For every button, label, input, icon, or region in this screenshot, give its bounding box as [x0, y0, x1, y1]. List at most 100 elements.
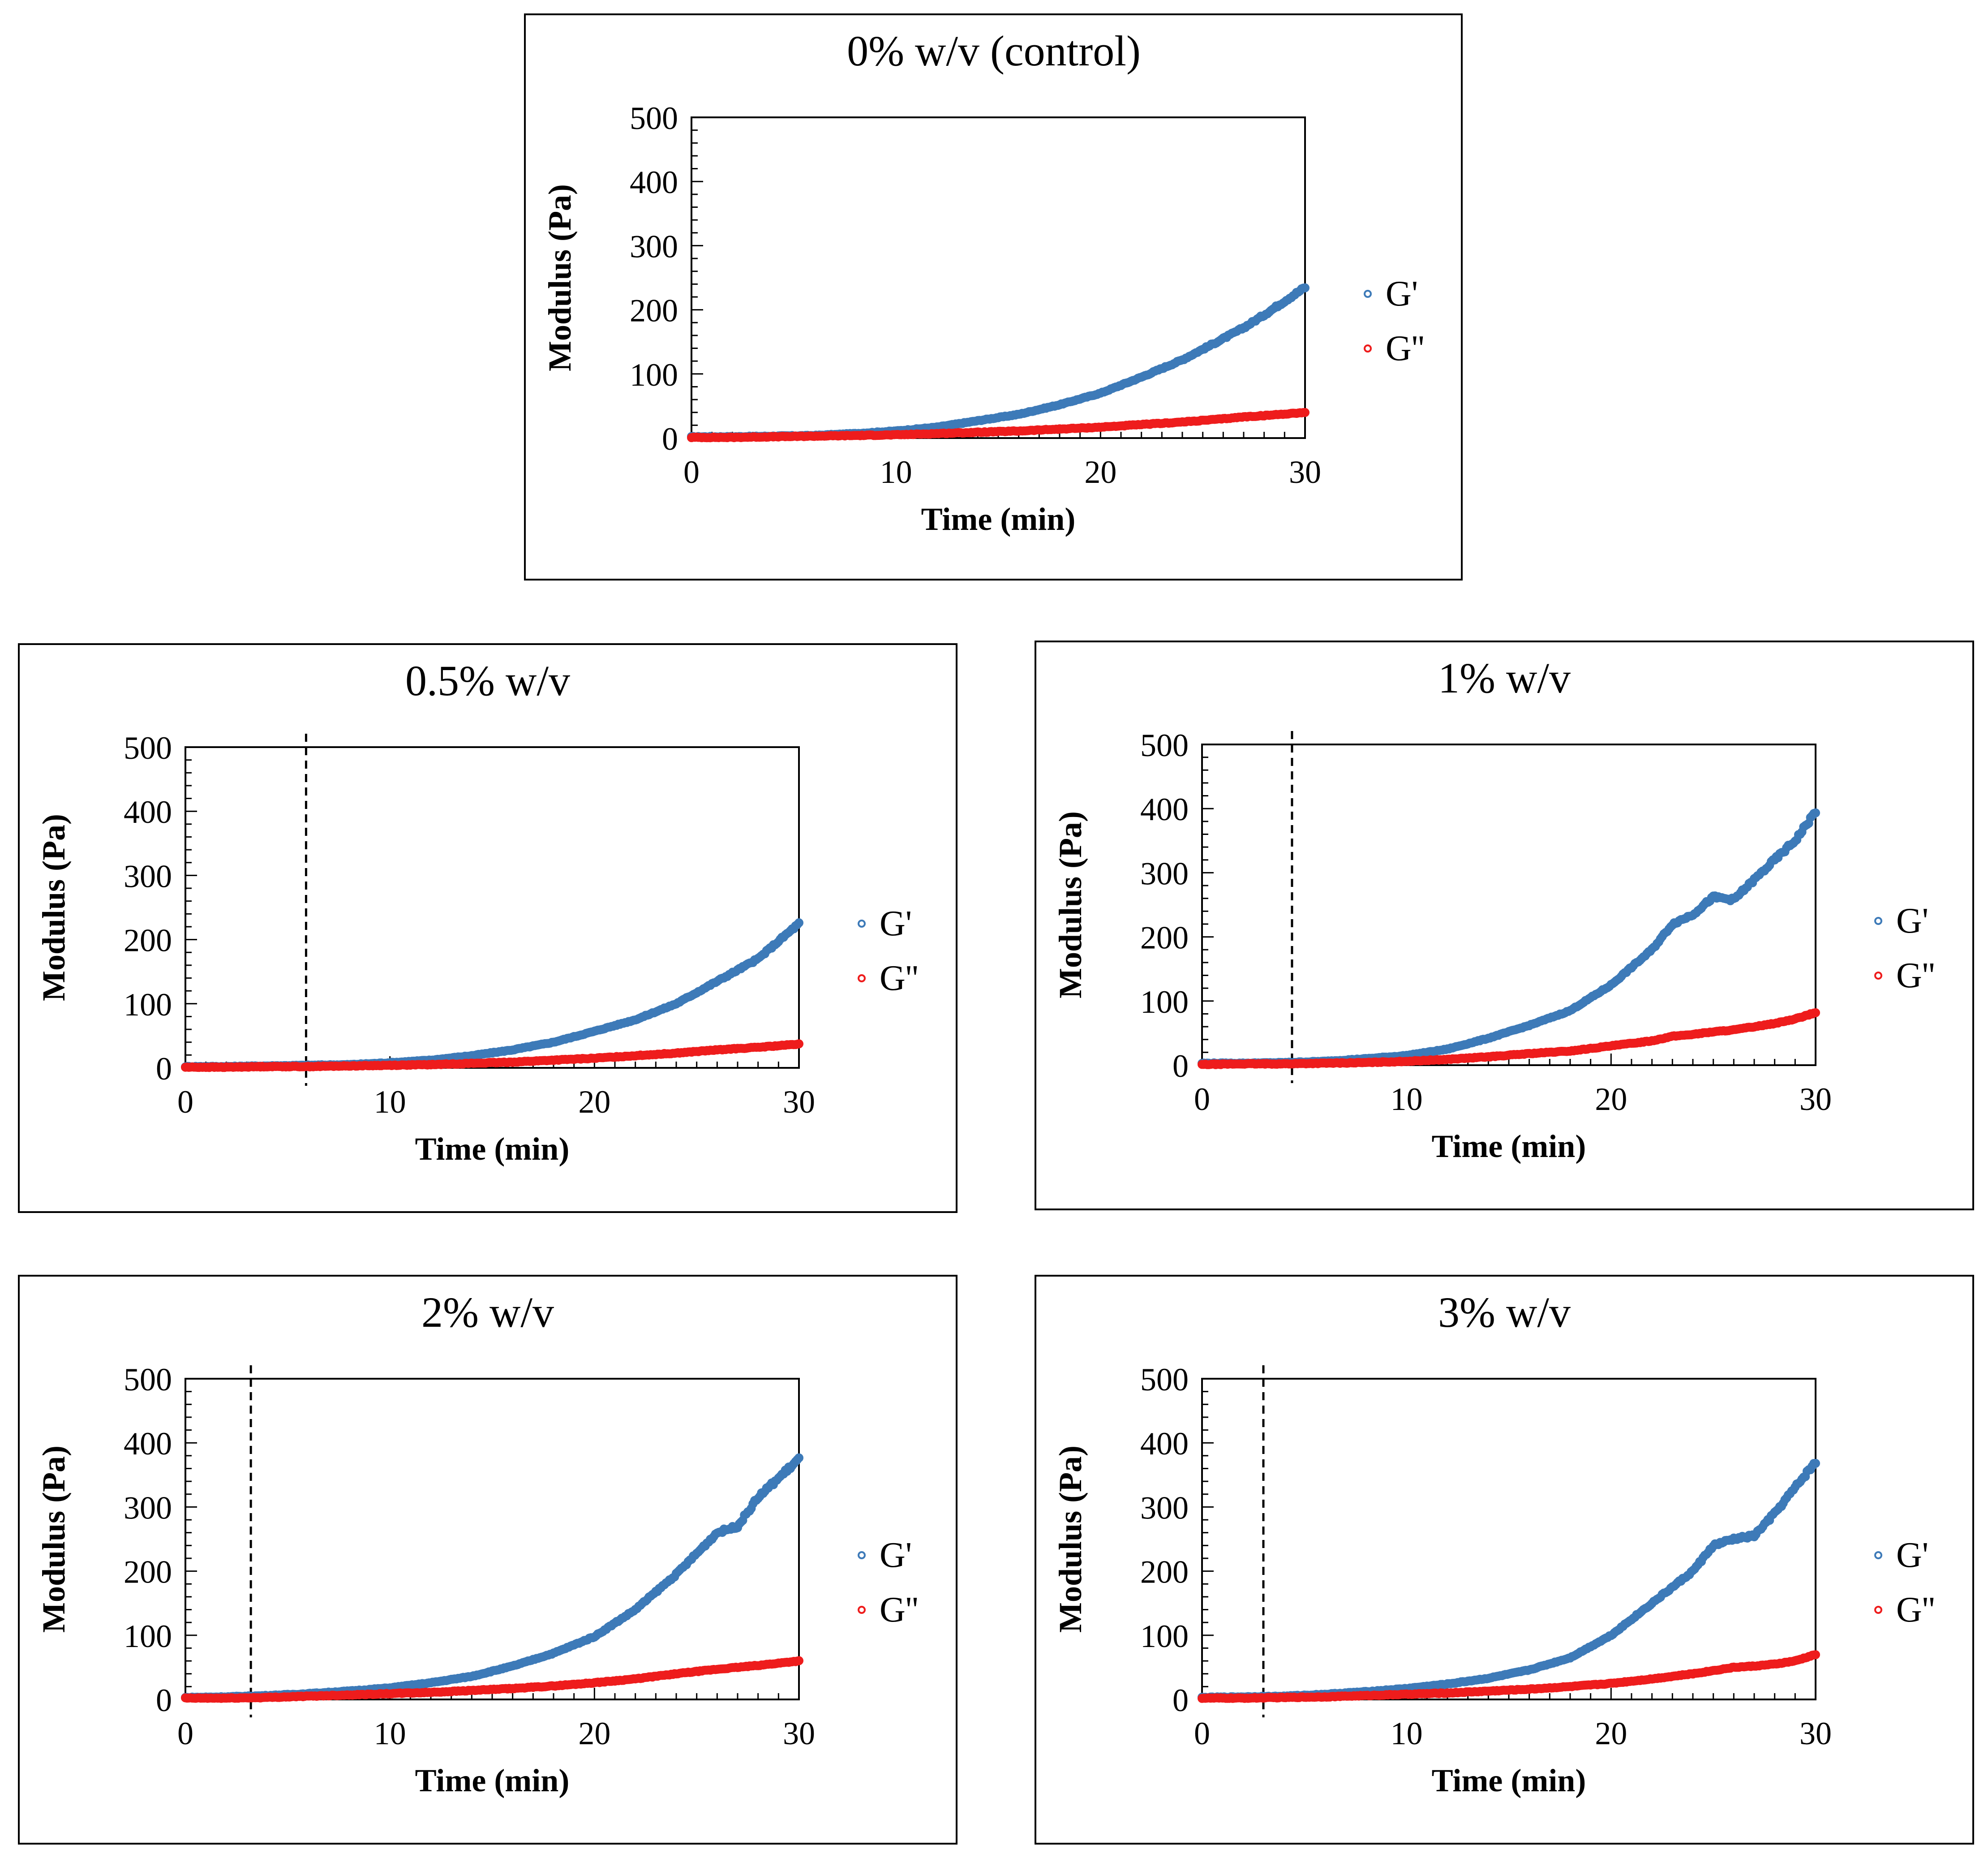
y-tick-label: 200 [1140, 1554, 1189, 1590]
y-axis-label: Modulus (Pa) [542, 184, 578, 371]
x-tick-label: 0 [683, 454, 700, 490]
y-tick-label: 300 [1140, 856, 1189, 891]
y-tick-label: 300 [1140, 1490, 1189, 1526]
y-tick-label: 500 [630, 100, 678, 136]
x-axis-label: Time (min) [921, 501, 1076, 537]
data-point [1301, 408, 1310, 417]
legend-marker [858, 920, 866, 928]
y-tick-label: 400 [1140, 1426, 1189, 1462]
data-point [794, 1453, 803, 1462]
chart-title: 3% w/v [1438, 1288, 1571, 1336]
y-tick-label: 500 [124, 730, 172, 766]
y-tick-label: 500 [1140, 727, 1189, 763]
plot-area-frame [1201, 744, 1816, 1066]
y-tick-label: 500 [124, 1362, 172, 1398]
legend-marker [858, 974, 866, 982]
legend-marker [858, 1551, 866, 1559]
legend-label: G' [1896, 901, 1928, 941]
series-g-prime [181, 1453, 803, 1703]
legend-marker [858, 1606, 866, 1614]
x-tick-label: 30 [1289, 454, 1321, 490]
x-tick-label: 20 [1084, 454, 1116, 490]
y-tick-label: 200 [630, 293, 678, 329]
legend-marker [1874, 1551, 1882, 1559]
y-tick-label: 400 [630, 164, 678, 200]
x-tick-label: 0 [177, 1716, 193, 1751]
y-tick-label: 300 [630, 228, 678, 264]
data-point [1811, 1650, 1820, 1660]
y-tick-label: 200 [124, 923, 172, 959]
x-tick-label: 30 [783, 1716, 815, 1751]
x-axis-label: Time (min) [415, 1763, 570, 1798]
series-g-double-prime [181, 1039, 803, 1072]
y-tick-label: 100 [630, 357, 678, 393]
plot-area-frame [185, 746, 800, 1069]
y-axis-label: Modulus (Pa) [1052, 1445, 1088, 1633]
series-g-double-prime [1198, 1650, 1820, 1703]
y-tick-label: 300 [124, 858, 172, 894]
chart-title: 2% w/v [421, 1288, 554, 1336]
legend-label: G'' [1896, 1590, 1935, 1630]
chart-title: 1% w/v [1438, 654, 1571, 702]
x-tick-label: 0 [177, 1084, 193, 1120]
legend-label: G'' [1386, 329, 1425, 368]
x-tick-label: 20 [578, 1084, 610, 1120]
y-axis-label: Modulus (Pa) [36, 1445, 72, 1633]
legend-label: G'' [880, 1590, 919, 1630]
y-tick-label: 0 [156, 1682, 172, 1718]
legend-label: G' [880, 904, 912, 943]
series-g-double-prime [687, 408, 1310, 443]
x-axis-label: Time (min) [1432, 1763, 1586, 1798]
chart-panel-1-percent: 1% w/v 0 10 20 30 0 100 200 300 400 500 Time (min) M… [1035, 641, 1974, 1210]
legend-marker [1364, 290, 1372, 298]
x-tick-label: 0 [1194, 1716, 1210, 1751]
chart-panel-control: 0% w/v (control) 0 10 20 30 0 100 200 300 400 500 T… [524, 13, 1463, 581]
x-tick-label: 30 [1799, 1081, 1832, 1117]
y-tick-label: 100 [124, 1618, 172, 1654]
legend-label: G' [1386, 274, 1418, 314]
chart-panel-0-5-percent: 0.5% w/v 0 10 20 30 0 100 200 300 400 500 Time (min… [18, 643, 958, 1213]
data-point [1811, 1008, 1820, 1017]
legend-marker [1874, 972, 1882, 980]
chart-title: 0% w/v (control) [847, 27, 1141, 75]
data-point [794, 918, 803, 928]
x-tick-label: 20 [1595, 1081, 1627, 1117]
x-tick-label: 30 [1799, 1716, 1832, 1751]
y-tick-label: 300 [124, 1490, 172, 1526]
legend-label: G'' [1896, 956, 1935, 995]
chart-panel-3-percent: 3% w/v 0 10 20 30 0 100 200 300 400 500 Time (min) M… [1035, 1275, 1974, 1845]
x-tick-label: 20 [578, 1716, 610, 1751]
y-tick-label: 100 [1140, 984, 1189, 1020]
x-tick-label: 10 [1391, 1081, 1423, 1117]
y-tick-label: 200 [1140, 920, 1189, 956]
y-tick-label: 100 [124, 987, 172, 1023]
x-axis-label: Time (min) [1432, 1128, 1586, 1164]
legend-marker [1874, 917, 1882, 925]
series-g-double-prime [1198, 1008, 1820, 1069]
y-tick-label: 500 [1140, 1362, 1189, 1398]
legend-marker [1874, 1606, 1882, 1614]
chart-title: 0.5% w/v [405, 657, 570, 705]
y-tick-label: 400 [124, 1426, 172, 1462]
series-g-double-prime [181, 1656, 803, 1703]
y-tick-label: 0 [1172, 1682, 1189, 1718]
y-tick-label: 400 [1140, 791, 1189, 827]
x-tick-label: 10 [880, 454, 912, 490]
y-tick-label: 100 [1140, 1618, 1189, 1654]
data-point [1811, 1458, 1820, 1468]
legend-label: G' [880, 1535, 912, 1575]
y-tick-label: 400 [124, 794, 172, 830]
x-tick-label: 10 [374, 1084, 406, 1120]
legend-label: G'' [880, 959, 919, 998]
x-tick-label: 0 [1194, 1081, 1210, 1117]
x-axis-label: Time (min) [415, 1131, 570, 1167]
y-tick-label: 0 [1172, 1048, 1189, 1084]
legend-marker [1364, 344, 1372, 353]
chart-svg: 0% w/v (control)0 10 20 300100200300400500T… [542, 27, 1425, 537]
chart-panel-2-percent: 2% w/v 0 10 20 30 0 100 200 300 400 500 Time (min) M… [18, 1275, 958, 1845]
y-tick-label: 0 [156, 1051, 172, 1087]
